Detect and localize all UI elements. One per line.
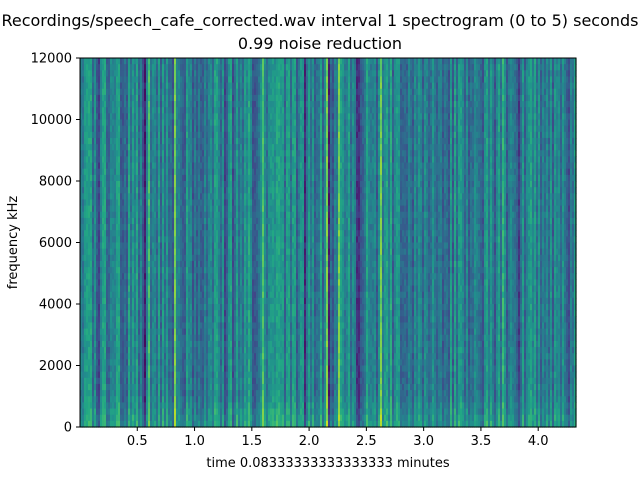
spectrogram-heatmap bbox=[80, 58, 577, 428]
